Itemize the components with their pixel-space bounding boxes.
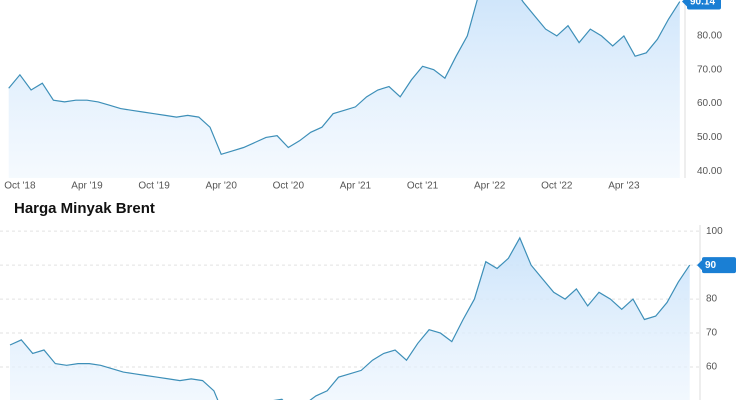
y-tick-label: 40.00: [697, 166, 722, 177]
price-line: [9, 236, 691, 400]
x-tick-label: Oct '22: [541, 181, 573, 192]
x-tick-label: Apr '23: [608, 181, 640, 192]
last-value-label: 90.14: [690, 0, 715, 8]
x-tick-label: Oct '18: [4, 181, 36, 192]
price-line: [8, 0, 681, 156]
y-tick-label: 60.00: [697, 98, 722, 109]
last-value-label: 90: [705, 260, 717, 271]
y-tick-label: 70: [706, 328, 718, 339]
x-tick-label: Apr '20: [206, 181, 238, 192]
y-tick-label: 80: [706, 294, 718, 305]
x-tick-label: Oct '20: [273, 181, 305, 192]
y-tick-label: 60: [706, 362, 718, 373]
y-tick-label: 80.00: [697, 31, 722, 42]
x-tick-label: Oct '21: [407, 181, 439, 192]
x-tick-label: Oct '19: [138, 181, 170, 192]
last-value-badge: [687, 0, 721, 10]
last-value-badge: [702, 257, 736, 274]
y-tick-label: 70.00: [697, 64, 722, 75]
x-tick-label: Apr '19: [71, 181, 103, 192]
x-tick-label: Apr '22: [474, 181, 506, 192]
badge-pointer: [697, 260, 702, 271]
chart-title: Harga Minyak Brent: [14, 200, 155, 217]
area-fill: [10, 237, 690, 400]
y-tick-label: 50.00: [697, 132, 722, 143]
area-fill: [8, 0, 680, 178]
x-tick-label: Apr '21: [340, 181, 372, 192]
y-tick-label: 100: [706, 226, 723, 237]
badge-pointer: [682, 0, 687, 7]
